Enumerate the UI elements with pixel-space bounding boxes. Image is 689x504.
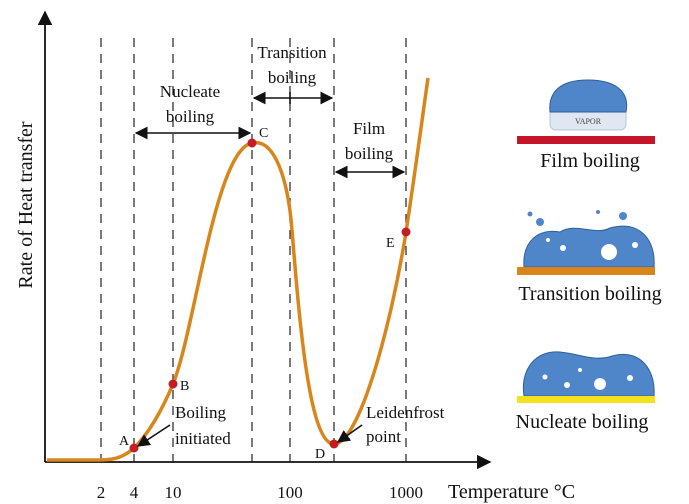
annotation: Leidenfrost xyxy=(366,403,445,422)
region-label: Nucleate xyxy=(160,82,220,101)
illustration-caption: Nucleate boiling xyxy=(516,411,649,433)
transition-illustration xyxy=(517,210,655,275)
x-axis-label: Temperature °C xyxy=(448,481,575,503)
point-label: D xyxy=(315,447,325,462)
region-label: boiling xyxy=(345,144,394,163)
film-illustration: VAPOR xyxy=(517,79,655,144)
region-label: Transition xyxy=(257,43,327,62)
point-label: C xyxy=(259,126,268,141)
vapor-label: VAPOR xyxy=(575,117,602,126)
y-axis-label: Rate of Heat transfer xyxy=(15,121,37,288)
point-label: E xyxy=(386,236,395,251)
points xyxy=(129,138,411,453)
axes xyxy=(37,10,492,470)
point-label: B xyxy=(180,379,189,394)
x-tick-label: 2 xyxy=(97,483,106,502)
annotation: point xyxy=(366,427,401,446)
annotation: Boiling xyxy=(175,403,227,422)
point-label: A xyxy=(119,434,130,449)
region-label: Film xyxy=(353,119,385,138)
illustration-caption: Film boiling xyxy=(540,150,639,172)
nucleate-illustration xyxy=(517,351,655,403)
annotation: initiated xyxy=(175,429,231,448)
x-tick-label: 10 xyxy=(165,483,182,502)
region-label: boiling xyxy=(268,68,317,87)
x-tick-label: 1000 xyxy=(389,483,423,502)
region-label: boiling xyxy=(166,107,215,126)
dashed-guides xyxy=(100,38,407,462)
x-tick-label: 4 xyxy=(130,483,139,502)
x-tick-label: 100 xyxy=(277,483,303,502)
region-arrows xyxy=(134,91,406,447)
boiling-curve xyxy=(47,77,430,462)
illustration-caption: Transition boiling xyxy=(518,283,661,305)
